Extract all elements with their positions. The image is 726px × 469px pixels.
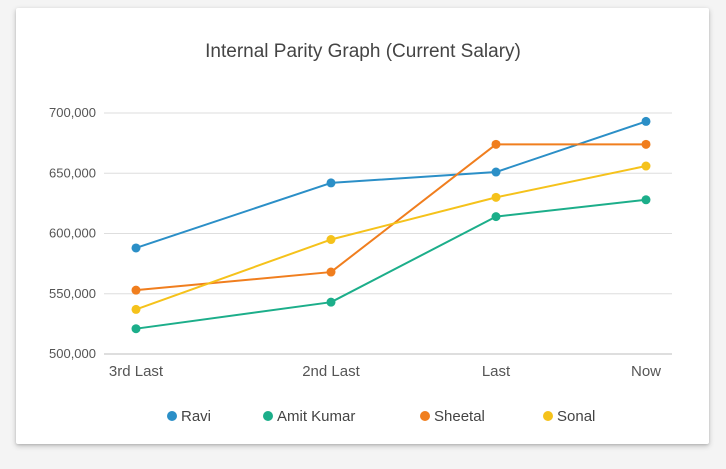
data-point[interactable] <box>131 285 141 295</box>
y-tick-label: 650,000 <box>49 165 96 180</box>
data-point[interactable] <box>491 192 501 202</box>
y-tick-label: 600,000 <box>49 226 96 241</box>
legend-marker <box>420 411 430 421</box>
x-tick-label: 2nd Last <box>302 363 360 380</box>
y-tick-label: 700,000 <box>49 105 96 120</box>
legend-label[interactable]: Sheetal <box>434 408 485 425</box>
legend-label[interactable]: Ravi <box>181 408 211 425</box>
x-axis-ticks: 3rd Last 2nd Last Last Now <box>109 363 661 380</box>
series-line <box>135 198 647 330</box>
data-point[interactable] <box>491 212 501 222</box>
data-point[interactable] <box>491 139 501 149</box>
chart-title: Internal Parity Graph (Current Salary) <box>205 41 521 62</box>
legend-marker <box>167 411 177 421</box>
gridlines <box>104 112 672 355</box>
y-axis-ticks: 500,000 550,000 600,000 650,000 700,000 <box>49 105 96 361</box>
data-point[interactable] <box>131 243 141 253</box>
x-tick-label: Last <box>482 363 511 380</box>
data-point[interactable] <box>641 195 651 205</box>
y-tick-label: 500,000 <box>49 346 96 361</box>
data-point[interactable] <box>131 324 141 334</box>
series-line <box>135 165 647 311</box>
x-tick-label: Now <box>631 363 661 380</box>
x-tick-label: 3rd Last <box>109 363 164 380</box>
data-point[interactable] <box>491 167 501 177</box>
data-point[interactable] <box>326 235 336 245</box>
data-point[interactable] <box>326 267 336 277</box>
series-line <box>135 143 646 292</box>
legend-label[interactable]: Sonal <box>557 408 595 425</box>
legend-marker <box>263 411 273 421</box>
data-point[interactable] <box>641 139 651 149</box>
legend-label[interactable]: Amit Kumar <box>277 408 355 425</box>
data-point[interactable] <box>641 116 651 126</box>
data-point[interactable] <box>326 297 336 307</box>
data-point[interactable] <box>641 161 651 171</box>
data-point[interactable] <box>131 304 141 314</box>
series-line <box>135 120 647 249</box>
y-tick-label: 550,000 <box>49 286 96 301</box>
chart-card <box>16 8 709 444</box>
data-point[interactable] <box>326 178 336 188</box>
series-lines <box>131 116 651 334</box>
legend-marker <box>543 411 553 421</box>
legend: Ravi Amit Kumar Sheetal Sonal <box>167 408 595 425</box>
